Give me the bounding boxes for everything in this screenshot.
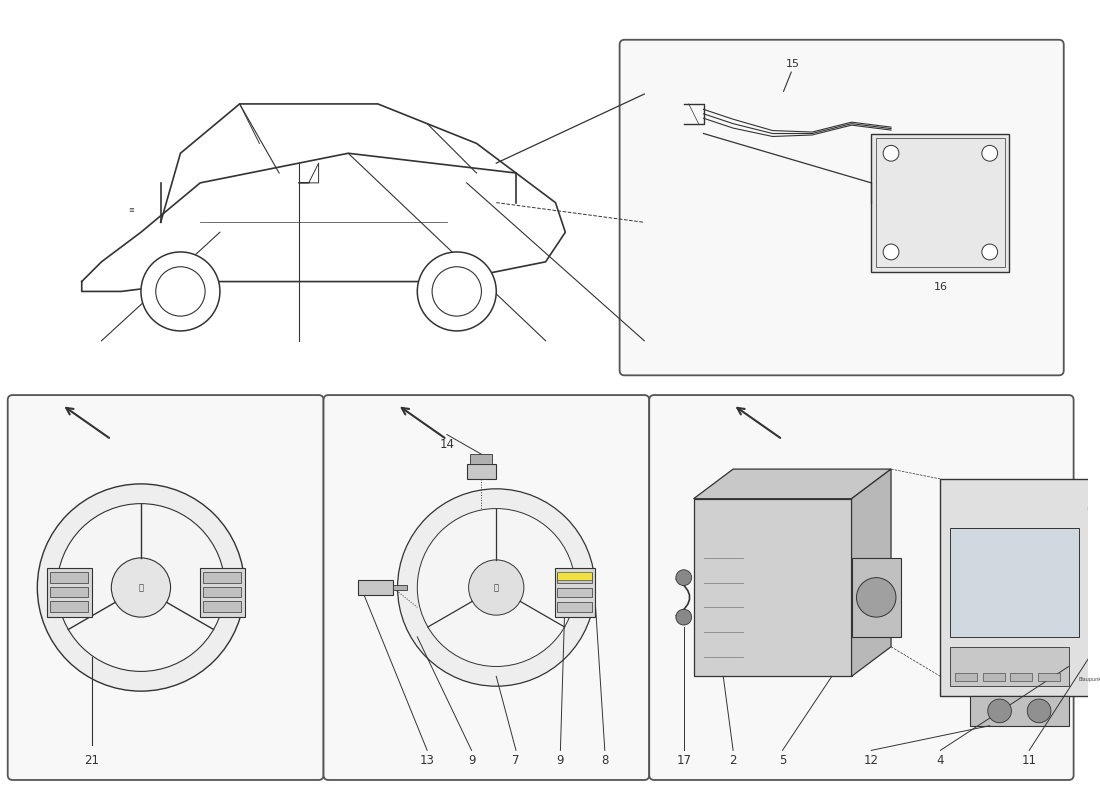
- Text: 11: 11: [1022, 754, 1036, 766]
- FancyBboxPatch shape: [8, 395, 323, 780]
- Text: 12: 12: [864, 754, 879, 766]
- Circle shape: [982, 146, 998, 161]
- Bar: [982, 674, 1004, 682]
- Bar: [47, 568, 91, 617]
- Circle shape: [988, 699, 1011, 722]
- Bar: [558, 572, 592, 580]
- FancyBboxPatch shape: [323, 395, 649, 780]
- FancyBboxPatch shape: [649, 395, 1074, 780]
- Bar: [466, 464, 496, 479]
- Text: 13: 13: [420, 754, 434, 766]
- Bar: [558, 573, 592, 582]
- Text: 9: 9: [468, 754, 475, 766]
- Bar: [970, 696, 1069, 726]
- Text: 𝕸: 𝕸: [494, 583, 498, 592]
- Circle shape: [156, 266, 205, 316]
- Circle shape: [1097, 635, 1100, 658]
- FancyBboxPatch shape: [619, 40, 1064, 375]
- Bar: [1011, 674, 1032, 682]
- Circle shape: [417, 252, 496, 331]
- Text: Blaupunkt: Blaupunkt: [1078, 678, 1100, 682]
- Text: 14: 14: [439, 438, 454, 451]
- Bar: [871, 134, 1010, 272]
- Bar: [51, 572, 88, 582]
- Polygon shape: [694, 469, 891, 498]
- Bar: [393, 585, 407, 590]
- Text: 2: 2: [729, 754, 737, 766]
- Circle shape: [1088, 489, 1100, 528]
- Circle shape: [141, 252, 220, 331]
- Bar: [1038, 674, 1059, 682]
- Text: 5: 5: [779, 754, 786, 766]
- Text: eurocarparts: eurocarparts: [651, 240, 835, 264]
- Text: 21: 21: [84, 754, 99, 766]
- Circle shape: [883, 244, 899, 260]
- Text: 4: 4: [936, 754, 944, 766]
- Bar: [940, 479, 1100, 696]
- Text: a passion for parts: a passion for parts: [398, 573, 693, 760]
- Circle shape: [397, 489, 595, 686]
- Text: 8: 8: [601, 754, 608, 766]
- Bar: [558, 602, 592, 612]
- Bar: [950, 646, 1069, 686]
- Text: 15: 15: [785, 59, 800, 70]
- Circle shape: [675, 570, 692, 586]
- Bar: [694, 498, 851, 676]
- Bar: [558, 587, 592, 598]
- Bar: [200, 568, 244, 617]
- Text: 17: 17: [676, 754, 691, 766]
- Circle shape: [857, 578, 896, 617]
- Bar: [877, 138, 1004, 266]
- Bar: [950, 528, 1079, 637]
- Circle shape: [417, 509, 575, 666]
- Bar: [204, 602, 241, 612]
- Circle shape: [675, 610, 692, 625]
- Circle shape: [432, 266, 482, 316]
- Circle shape: [982, 244, 998, 260]
- Bar: [359, 580, 393, 595]
- Text: ≡: ≡: [128, 207, 134, 214]
- Circle shape: [111, 558, 170, 617]
- Bar: [204, 572, 241, 582]
- Bar: [851, 558, 901, 637]
- Circle shape: [469, 560, 524, 615]
- Circle shape: [57, 504, 224, 671]
- Circle shape: [1027, 699, 1050, 722]
- Bar: [204, 586, 241, 598]
- Text: 16: 16: [934, 282, 947, 291]
- Bar: [955, 674, 977, 682]
- Bar: [470, 454, 493, 464]
- Text: 9: 9: [557, 754, 564, 766]
- Text: 7: 7: [513, 754, 519, 766]
- Bar: [51, 586, 88, 598]
- FancyArrowPatch shape: [676, 579, 690, 616]
- Polygon shape: [851, 469, 891, 676]
- Circle shape: [883, 146, 899, 161]
- Circle shape: [37, 484, 244, 691]
- Circle shape: [1098, 498, 1100, 518]
- Text: 𝕸: 𝕸: [139, 583, 143, 592]
- Bar: [556, 568, 595, 617]
- Bar: [51, 602, 88, 612]
- Text: since 1965: since 1965: [701, 294, 784, 309]
